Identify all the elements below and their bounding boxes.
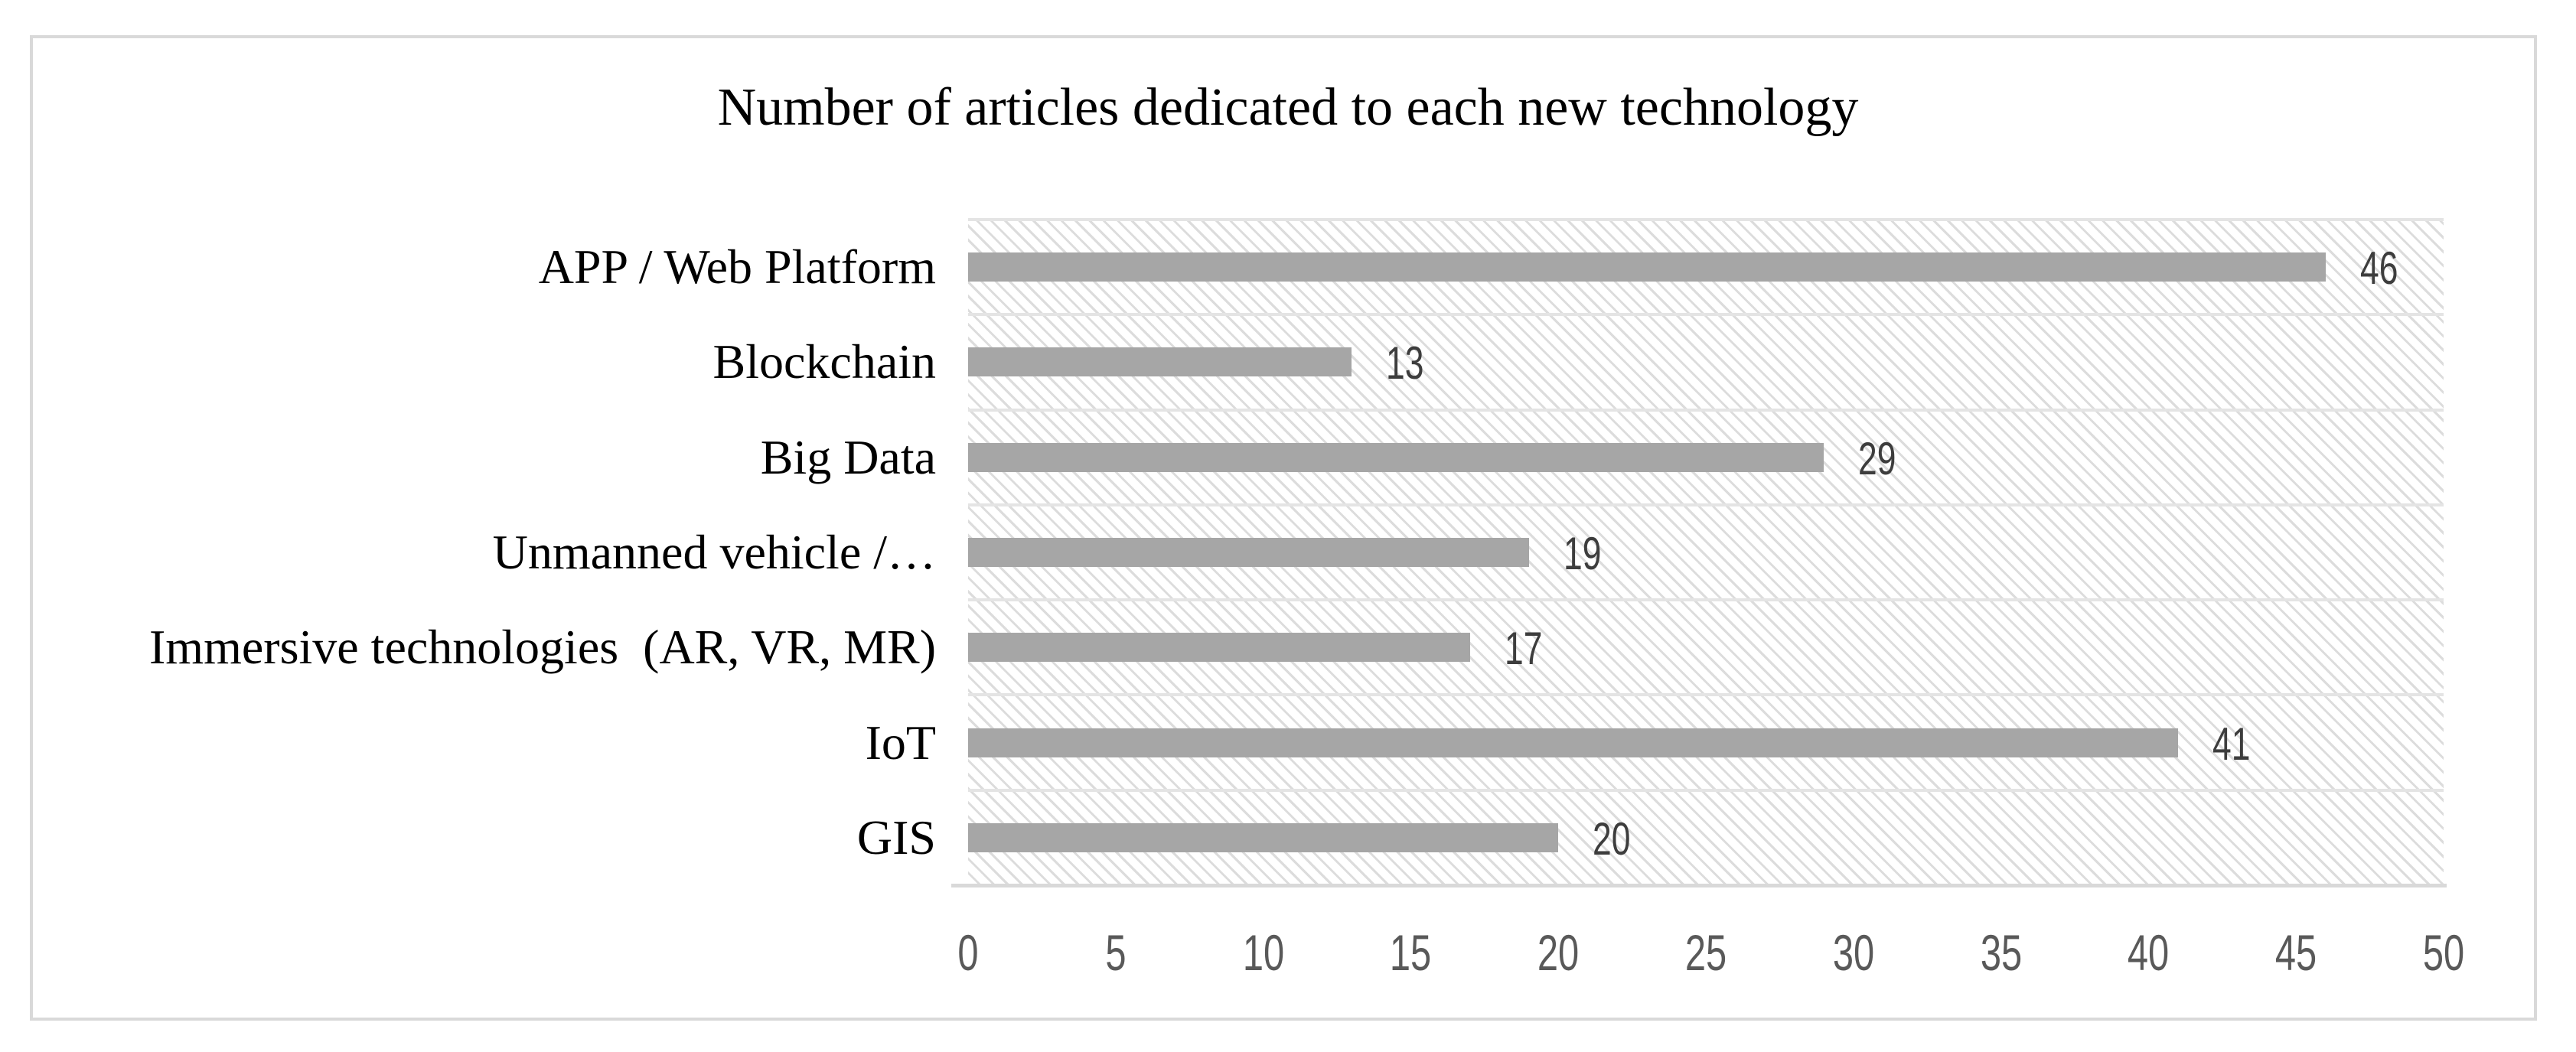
bar-19 <box>968 538 1529 567</box>
x-axis-line <box>951 884 2447 888</box>
x-tick-label-text: 35 <box>1980 924 2022 981</box>
x-tick-label-text: 25 <box>1684 924 1727 981</box>
data-label: 19 <box>1564 531 1615 577</box>
x-tick-label-text: 0 <box>957 924 979 981</box>
x-tick-label-text: 50 <box>2422 924 2465 981</box>
x-tick-label-text: 10 <box>1242 924 1284 981</box>
x-tick-label: 5 <box>1101 927 1130 978</box>
data-label: 13 <box>1386 340 1437 386</box>
category-gridline <box>968 503 2444 506</box>
x-tick-label-text: 5 <box>1105 924 1127 981</box>
category-gridline <box>968 408 2444 412</box>
x-tick-label: 45 <box>2268 927 2323 978</box>
data-label-text: 19 <box>1564 528 1602 579</box>
x-tick-label-text: 30 <box>1832 924 1874 981</box>
bar-17 <box>968 633 1470 662</box>
data-label: 46 <box>2360 246 2411 291</box>
category-gridline <box>968 598 2444 602</box>
category-label: IoT <box>865 715 936 770</box>
data-label-text: 41 <box>2212 718 2251 770</box>
category-gridline <box>968 218 2444 221</box>
x-tick-label: 40 <box>2121 927 2177 978</box>
x-tick-label: 15 <box>1383 927 1439 978</box>
bar-20 <box>968 823 1558 852</box>
bar-46 <box>968 252 2326 282</box>
data-label-text: 46 <box>2360 243 2398 295</box>
x-tick-label: 10 <box>1235 927 1291 978</box>
category-gridline <box>968 693 2444 697</box>
data-label-text: 29 <box>1858 432 1896 484</box>
x-tick-label: 50 <box>2415 927 2471 978</box>
data-label-text: 20 <box>1593 813 1631 865</box>
data-label: 20 <box>1593 816 1644 862</box>
bar-13 <box>968 347 1352 376</box>
category-gridline <box>968 788 2444 792</box>
x-tick-label-text: 20 <box>1537 924 1580 981</box>
x-tick-label: 35 <box>1973 927 2029 978</box>
category-label: Blockchain <box>712 334 936 389</box>
bar-29 <box>968 443 1824 472</box>
x-tick-label-text: 15 <box>1390 924 1432 981</box>
category-label: Big Data <box>760 429 936 484</box>
x-tick-label-text: 40 <box>2128 924 2170 981</box>
x-tick-label: 25 <box>1678 927 1733 978</box>
bar-41 <box>968 728 2178 757</box>
category-label: Immersive technologies (AR, VR, MR) <box>148 620 936 675</box>
data-label: 17 <box>1505 626 1556 672</box>
data-label: 29 <box>1858 432 1909 484</box>
category-label: Unmanned vehicle /… <box>492 525 936 579</box>
category-gridline <box>968 313 2444 317</box>
x-tick-label: 30 <box>1825 927 1881 978</box>
data-label-text: 17 <box>1505 623 1543 675</box>
x-tick-label: 20 <box>1530 927 1586 978</box>
chart-title: Number of articles dedicated to each new… <box>717 78 1859 137</box>
x-tick-label-text: 45 <box>2275 924 2317 981</box>
data-label: 41 <box>2212 721 2264 767</box>
x-tick-label: 0 <box>954 927 983 978</box>
data-label-text: 13 <box>1386 337 1424 389</box>
category-label: GIS <box>856 809 936 865</box>
category-label: APP / Web Platform <box>538 239 936 295</box>
